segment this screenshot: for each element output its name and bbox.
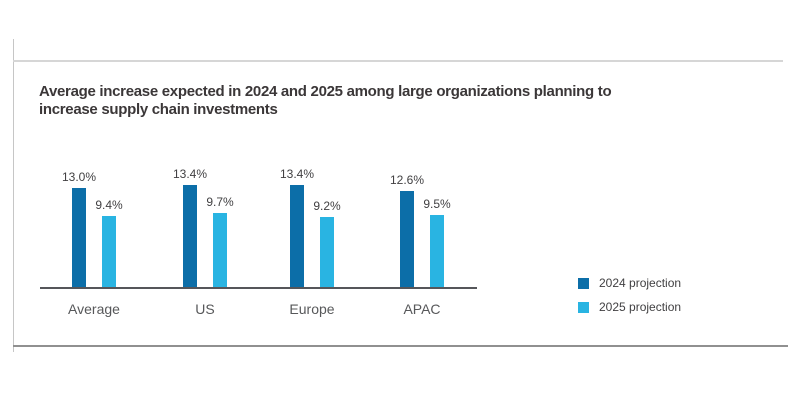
bar-2024-us bbox=[183, 185, 197, 288]
legend: 2024 projection 2025 projection bbox=[578, 276, 681, 314]
x-axis-line bbox=[40, 287, 477, 289]
x-axis-label-apac: APAC bbox=[403, 301, 441, 317]
legend-item-2025: 2025 projection bbox=[578, 300, 681, 314]
bar-2025-europe bbox=[320, 217, 334, 288]
bar-2025-apac bbox=[430, 215, 444, 288]
x-axis-label-average: Average bbox=[68, 301, 120, 317]
value-label-2025-average: 9.4% bbox=[95, 198, 123, 212]
value-label-2024-europe: 13.4% bbox=[279, 167, 315, 181]
page-bottom-border bbox=[13, 345, 788, 347]
bar-2025-average bbox=[102, 216, 116, 288]
page-top-border bbox=[13, 60, 783, 62]
legend-label-2024: 2024 projection bbox=[599, 276, 682, 290]
x-axis-label-us: US bbox=[195, 301, 215, 317]
bar-2024-europe bbox=[290, 185, 304, 288]
bar-2025-us bbox=[213, 213, 227, 288]
page-left-border bbox=[13, 39, 14, 352]
x-axis-label-europe: Europe bbox=[289, 301, 335, 317]
legend-item-2024: 2024 projection bbox=[578, 276, 681, 290]
chart-title: Average increase expected in 2024 and 20… bbox=[39, 83, 612, 118]
value-label-2025-us: 9.7% bbox=[206, 195, 234, 209]
legend-swatch-2025-icon bbox=[578, 301, 589, 313]
value-label-2024-apac: 12.6% bbox=[389, 173, 425, 187]
value-label-2024-average: 13.0% bbox=[61, 170, 97, 184]
bar-2024-apac bbox=[400, 191, 414, 288]
legend-label-2025: 2025 projection bbox=[599, 300, 682, 314]
legend-swatch-2024-icon bbox=[578, 277, 589, 289]
value-label-2025-apac: 9.5% bbox=[423, 197, 451, 211]
value-label-2024-us: 13.4% bbox=[172, 167, 208, 181]
value-label-2025-europe: 9.2% bbox=[313, 199, 341, 213]
bar-2024-average bbox=[72, 188, 86, 288]
